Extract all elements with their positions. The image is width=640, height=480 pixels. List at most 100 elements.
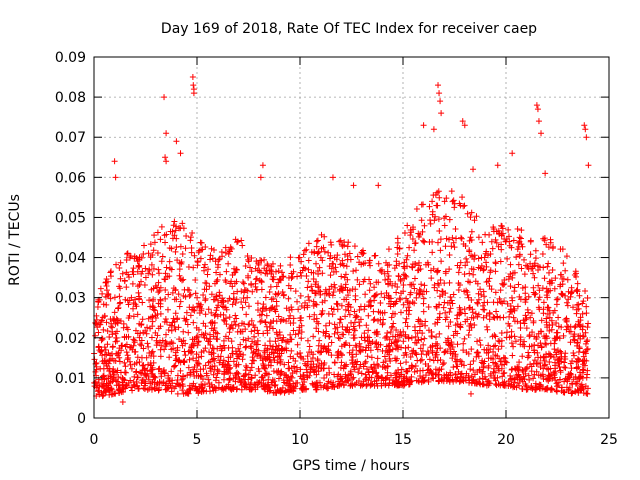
data-point [176,259,183,266]
data-point [148,314,155,321]
data-point [541,237,548,244]
data-point [585,162,592,169]
data-point [392,333,399,340]
data-point [551,285,558,292]
data-point [168,368,175,375]
data-point [515,239,522,246]
data-point [375,279,382,286]
data-point [135,289,142,296]
data-point [313,243,320,250]
data-point [519,353,526,360]
data-point [117,299,124,306]
data-point [575,387,582,394]
data-point [326,369,333,376]
data-point [178,338,185,345]
data-point [199,382,206,389]
data-point [452,225,459,232]
data-point [206,283,213,290]
data-point [147,254,154,261]
data-point [374,328,381,335]
data-point [492,342,499,349]
data-point [574,358,581,365]
data-point [498,246,505,253]
data-point [215,261,222,268]
data-point [129,346,136,353]
data-point [449,234,456,241]
data-point [427,267,434,274]
data-point [227,244,234,251]
data-point [233,296,240,303]
data-point [263,305,270,312]
data-point [187,237,194,244]
data-point [508,294,515,301]
data-point [132,369,139,376]
data-point [122,343,129,350]
data-point [248,379,255,386]
data-point [280,291,287,298]
data-point [447,318,454,325]
data-point [295,330,302,337]
data-point [303,366,310,373]
data-point [334,300,341,307]
data-point [156,339,163,346]
data-point [306,297,313,304]
data-point [297,366,304,373]
data-point [225,354,232,361]
data-point [190,340,197,347]
data-point [339,287,346,294]
data-point [286,307,293,314]
data-point [397,328,404,335]
data-point [233,278,240,285]
data-point [492,352,499,359]
data-point [485,364,492,371]
data-point [500,281,507,288]
data-point [319,257,326,264]
data-point [554,383,561,390]
data-point [507,302,514,309]
data-point [149,271,156,278]
data-point [288,306,295,313]
data-point [579,310,586,317]
data-point [369,368,376,375]
data-point [357,348,364,355]
data-point [275,290,282,297]
data-point [120,376,127,383]
data-point [507,372,514,379]
data-point [393,326,400,333]
data-point [143,330,150,337]
data-point [464,259,471,266]
data-point [259,162,266,169]
data-point [298,258,305,265]
data-point [322,322,329,329]
data-point [486,231,493,238]
data-point [518,241,525,248]
data-point [224,298,231,305]
data-point [225,344,232,351]
data-point [339,260,346,267]
data-point [419,348,426,355]
data-point [383,333,390,340]
data-point [490,343,497,350]
data-point [184,321,191,328]
data-point [185,329,192,336]
data-point [223,321,230,328]
data-point [116,387,123,394]
data-point [195,390,202,397]
data-point [297,350,304,357]
data-point [432,366,439,373]
data-point [535,282,542,289]
data-point [189,230,196,237]
data-point [297,269,304,276]
data-point [198,239,205,246]
data-point [584,295,591,302]
data-point [465,374,472,381]
data-point [338,273,345,280]
data-point [498,337,505,344]
data-point [568,365,575,372]
data-point [325,249,332,256]
data-point [321,374,328,381]
data-point [459,118,466,125]
data-point [375,317,382,324]
data-point [394,346,401,353]
data-point [560,389,567,396]
